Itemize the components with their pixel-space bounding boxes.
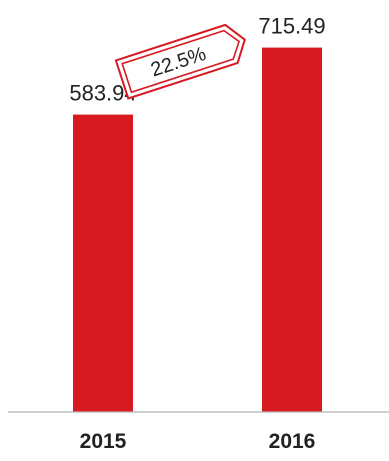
category-label-2016: 2016 bbox=[269, 430, 316, 453]
bars-layer bbox=[73, 47, 322, 413]
category-labels-layer: 2015 2016 bbox=[80, 430, 316, 453]
value-label-2016: 715.49 bbox=[258, 14, 325, 39]
category-label-2015: 2015 bbox=[80, 430, 127, 453]
growth-tag-inner-border bbox=[121, 29, 241, 94]
growth-tag-outer-border bbox=[114, 23, 246, 100]
bar-2016 bbox=[262, 47, 322, 413]
growth-tag: 22.5% bbox=[114, 23, 246, 100]
bar-2015 bbox=[73, 114, 133, 412]
